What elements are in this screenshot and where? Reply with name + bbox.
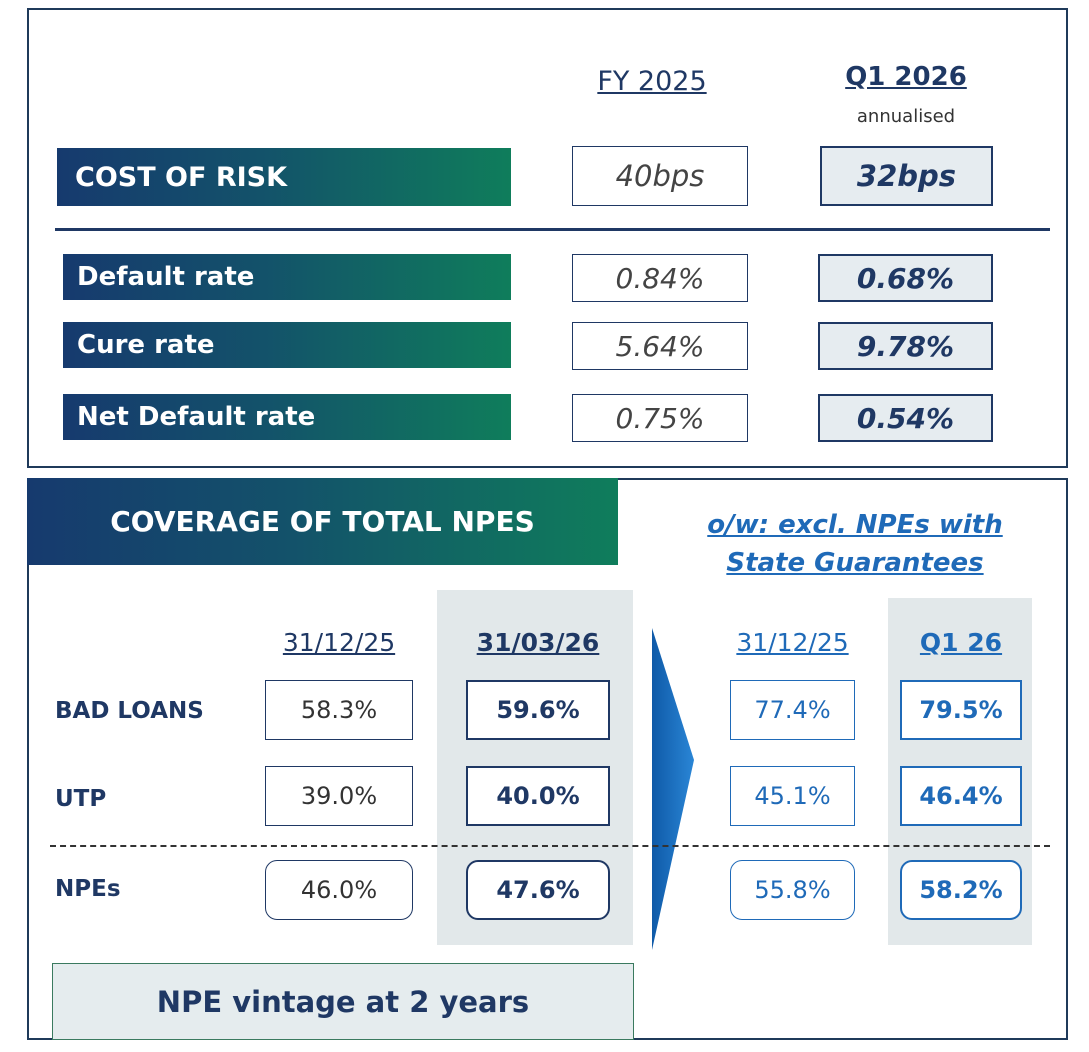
cor-label: COST OF RISK [57,148,511,206]
coverage-value: 47.6% [466,860,610,920]
risk-panel [27,8,1068,468]
coverage-title: COVERAGE OF TOTAL NPES [27,478,618,565]
column-header: 31/03/26 [476,628,600,657]
arrow [652,628,694,950]
coverage-value: 58.2% [900,860,1022,920]
fy-header: FY 2025 [597,66,707,97]
coverage-value: 45.1% [730,766,855,826]
rate-q1: 0.54% [818,394,993,442]
rate-q1: 0.68% [818,254,993,302]
row-label: BAD LOANS [55,698,204,724]
coverage-value: 77.4% [730,680,855,740]
rate-fy: 5.64% [572,322,748,370]
row-label: NPEs [55,876,121,902]
coverage-note: o/w: excl. NPEs with State Guarantees [707,510,1003,578]
separator [55,228,1050,231]
coverage-value: 46.0% [265,860,413,920]
cor-q1: 32bps [820,146,993,206]
coverage-value: 59.6% [466,680,610,740]
q1-header: Q1 2026 [845,62,967,92]
q1-note: annualised [856,106,956,127]
dashed-line [50,845,1050,847]
column-header: Q1 26 [919,628,1003,657]
cor-fy: 40bps [572,146,748,206]
footer-box: NPE vintage at 2 years [52,963,634,1040]
coverage-value: 46.4% [900,766,1022,826]
coverage-value: 39.0% [265,766,413,826]
column-header: 31/12/25 [736,628,849,657]
rate-q1: 9.78% [818,322,993,370]
rate-label: Default rate [63,254,511,300]
coverage-value: 40.0% [466,766,610,826]
rate-fy: 0.75% [572,394,748,442]
rate-label: Cure rate [63,322,511,368]
row-label: UTP [55,786,107,812]
rate-label: Net Default rate [63,394,511,440]
coverage-value: 79.5% [900,680,1022,740]
coverage-value: 55.8% [730,860,855,920]
column-header: 31/12/25 [282,628,396,657]
rate-fy: 0.84% [572,254,748,302]
coverage-value: 58.3% [265,680,413,740]
